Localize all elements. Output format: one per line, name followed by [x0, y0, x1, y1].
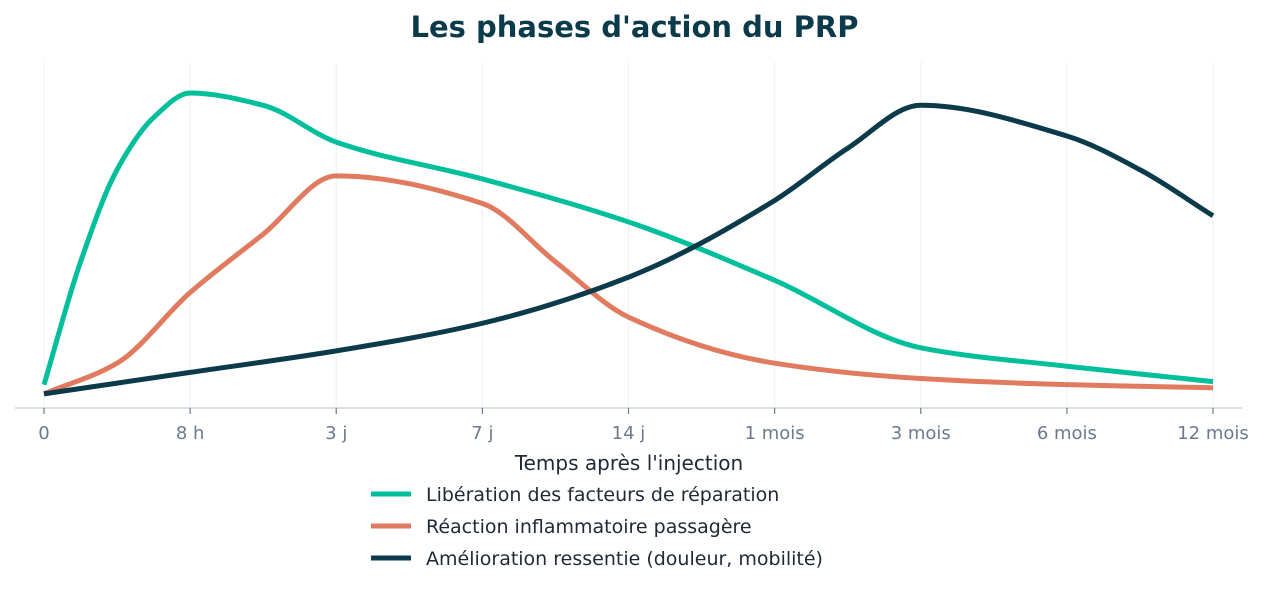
- legend-label: Amélioration ressentie (douleur, mobilit…: [426, 548, 823, 570]
- legend-label: Réaction inflammatoire passagère: [426, 516, 752, 538]
- x-tick-label: 8 h: [176, 423, 205, 444]
- x-tick-label: 14 j: [612, 423, 646, 444]
- x-tick-label: 7 j: [471, 423, 493, 444]
- x-tick-label: 12 mois: [1177, 423, 1249, 444]
- series-line-liberation-des-facteurs-de-rep: [41, 90, 1214, 386]
- x-axis-title: Temps après l'injection: [514, 451, 743, 475]
- series-line-amelioration-ressentie-douleur: [43, 102, 1215, 397]
- x-tick-label: 0: [38, 423, 49, 444]
- legend-label: Libération des facteurs de réparation: [426, 484, 779, 506]
- series-line-reaction-inflammatoire-passage: [43, 173, 1214, 397]
- x-tick-label: 6 mois: [1037, 423, 1097, 444]
- x-tick-label: 3 mois: [891, 423, 951, 444]
- x-tick-label: 3 j: [325, 423, 347, 444]
- chart-title: Les phases d'action du PRP: [410, 10, 859, 44]
- x-tick-label: 1 mois: [745, 423, 805, 444]
